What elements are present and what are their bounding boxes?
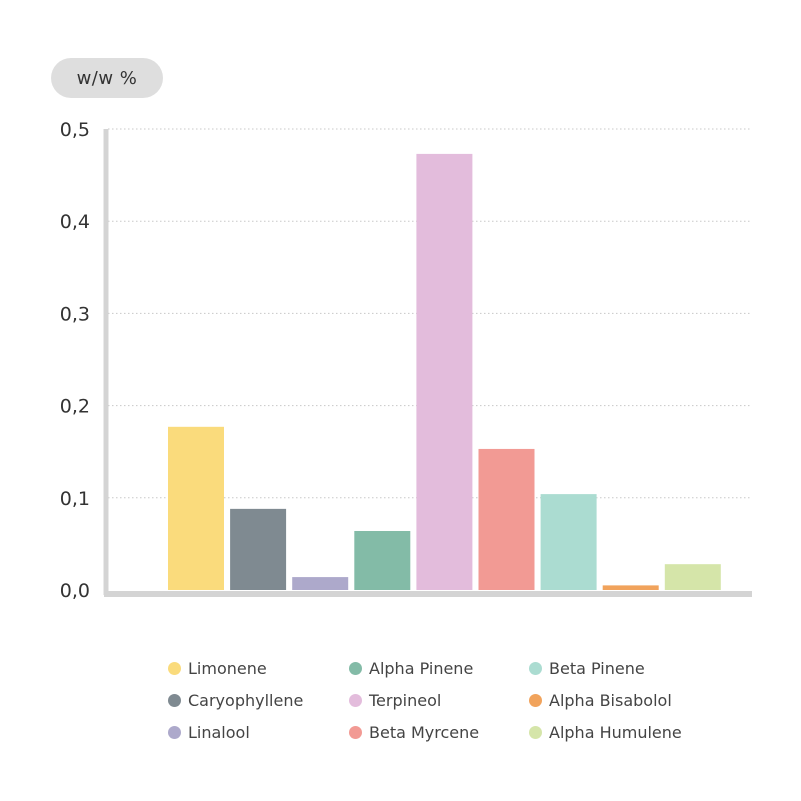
legend-item: Limonene bbox=[168, 656, 267, 680]
bar-linalool bbox=[292, 577, 349, 590]
y-tick-label: 0,4 bbox=[60, 211, 90, 233]
legend-label: Beta Myrcene bbox=[369, 722, 480, 742]
y-axis-unit-badge: w/w % bbox=[51, 58, 163, 98]
bar-caryophyllene bbox=[230, 508, 287, 590]
bar-beta-pinene bbox=[540, 494, 597, 590]
y-tick-label: 0,1 bbox=[60, 488, 90, 510]
legend-swatch-icon bbox=[529, 693, 542, 707]
legend-item: Alpha Bisabolol bbox=[529, 688, 672, 712]
legend-swatch-icon bbox=[168, 661, 181, 675]
legend-label: Limonene bbox=[188, 658, 267, 678]
legend-item: Alpha Humulene bbox=[529, 720, 682, 744]
axes bbox=[103, 129, 752, 597]
bars bbox=[168, 153, 721, 591]
legend-label: Alpha Pinene bbox=[369, 658, 474, 678]
bar-limonene bbox=[168, 426, 224, 590]
y-tick-label: 0,3 bbox=[60, 303, 90, 325]
y-tick-labels: 0,0 0,1 0,2 0,3 0,4 0,5 bbox=[60, 119, 90, 602]
legend-item: Terpineol bbox=[349, 688, 441, 712]
bar-terpineol bbox=[416, 153, 473, 591]
legend-swatch-icon bbox=[168, 725, 181, 739]
legend-label: Beta Pinene bbox=[549, 658, 645, 678]
legend-label: Linalool bbox=[188, 722, 250, 742]
legend-label: Alpha Bisabolol bbox=[549, 690, 672, 710]
legend-item: Alpha Pinene bbox=[349, 656, 473, 680]
legend-item: Beta Myrcene bbox=[349, 720, 479, 744]
y-tick-label: 0,5 bbox=[60, 119, 90, 141]
legend-item: Linalool bbox=[168, 720, 250, 744]
legend-label: Caryophyllene bbox=[188, 690, 304, 710]
y-axis-unit-label: w/w % bbox=[76, 67, 138, 89]
legend-swatch-icon bbox=[529, 661, 542, 675]
legend-item: Caryophyllene bbox=[168, 688, 303, 712]
legend-label: Terpineol bbox=[369, 690, 442, 710]
y-tick-label: 0,0 bbox=[60, 580, 90, 602]
legend: Limonene Caryophyllene Linalool Alpha Pinen… bbox=[168, 656, 728, 752]
y-tick-label: 0,2 bbox=[60, 396, 90, 418]
legend-swatch-icon bbox=[168, 693, 181, 707]
legend-swatch-icon bbox=[349, 661, 362, 675]
legend-swatch-icon bbox=[529, 725, 542, 739]
legend-swatch-icon bbox=[349, 725, 362, 739]
bar-alpha-pinene bbox=[354, 530, 411, 590]
legend-item: Beta Pinene bbox=[529, 656, 645, 680]
bar-beta-myrcene bbox=[478, 448, 535, 590]
bar-alpha-bisabolol bbox=[602, 585, 659, 590]
legend-swatch-icon bbox=[349, 693, 362, 707]
bar-alpha-humulene bbox=[664, 564, 721, 590]
legend-label: Alpha Humulene bbox=[549, 722, 682, 742]
